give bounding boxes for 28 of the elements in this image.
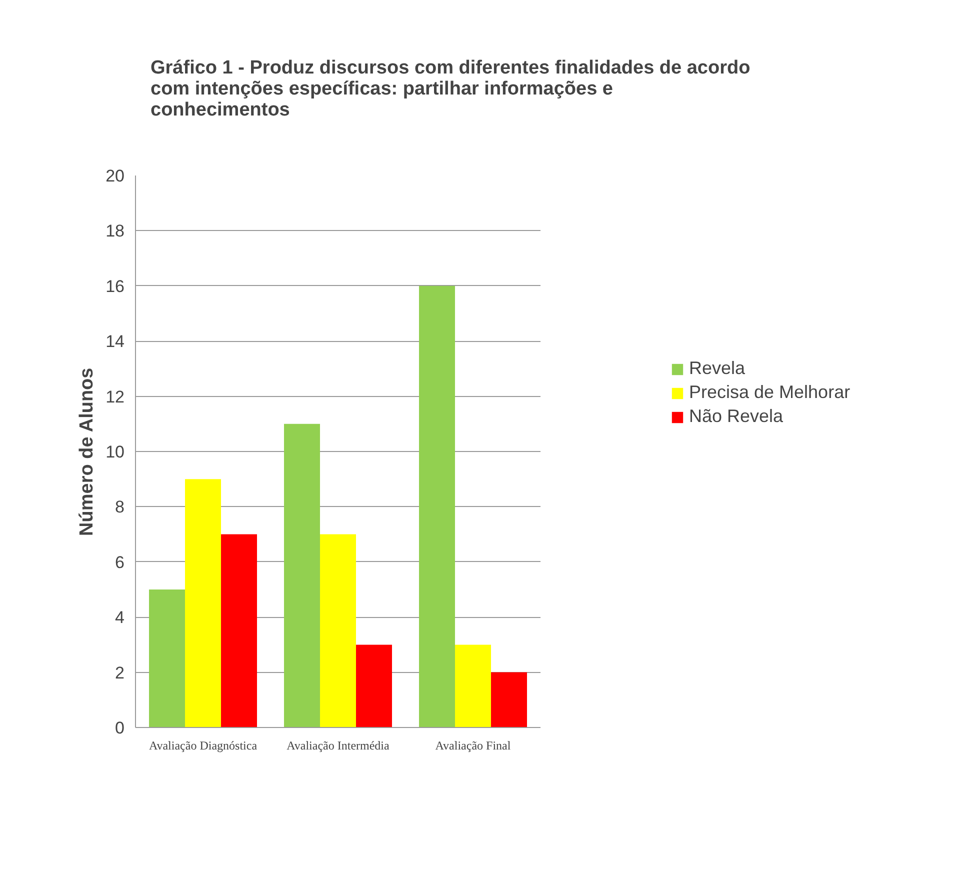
bar <box>185 479 221 728</box>
y-tick-label: 12 <box>106 387 125 406</box>
legend-label: Revela <box>689 358 746 379</box>
bar <box>149 590 185 728</box>
y-tick-label: 4 <box>115 608 125 628</box>
bar <box>356 644 392 728</box>
bar <box>320 534 356 728</box>
y-tick-label: 14 <box>106 332 125 352</box>
bar <box>455 644 491 728</box>
y-tick-label: 20 <box>106 166 125 186</box>
y-tick-label: 10 <box>106 442 125 462</box>
y-tick-label: 16 <box>106 276 125 296</box>
bar <box>284 424 320 728</box>
bar <box>419 286 455 728</box>
x-tick-label: Avaliação Diagnóstica <box>148 738 258 752</box>
y-tick-label: 0 <box>115 718 125 738</box>
chart-title: Gráfico 1 - Produz discursos com diferentes finalidades de acordo com intenções específicas: partilhar informações e conhecimentos <box>150 58 750 120</box>
x-tick-label: Avaliação Final <box>435 738 512 752</box>
y-tick-label: 2 <box>115 663 125 682</box>
bar <box>221 534 257 728</box>
y-tick-label: 8 <box>115 498 125 517</box>
legend-label: Não Revela <box>689 406 784 427</box>
y-axis-title: Número de Alunos <box>76 368 98 536</box>
y-tick-label: 18 <box>106 222 125 241</box>
bar <box>491 672 527 728</box>
legend-label: Precisa de Melhorar <box>689 382 850 403</box>
y-tick-label: 6 <box>115 552 125 572</box>
x-tick-label: Avaliação Intermédia <box>286 738 390 752</box>
